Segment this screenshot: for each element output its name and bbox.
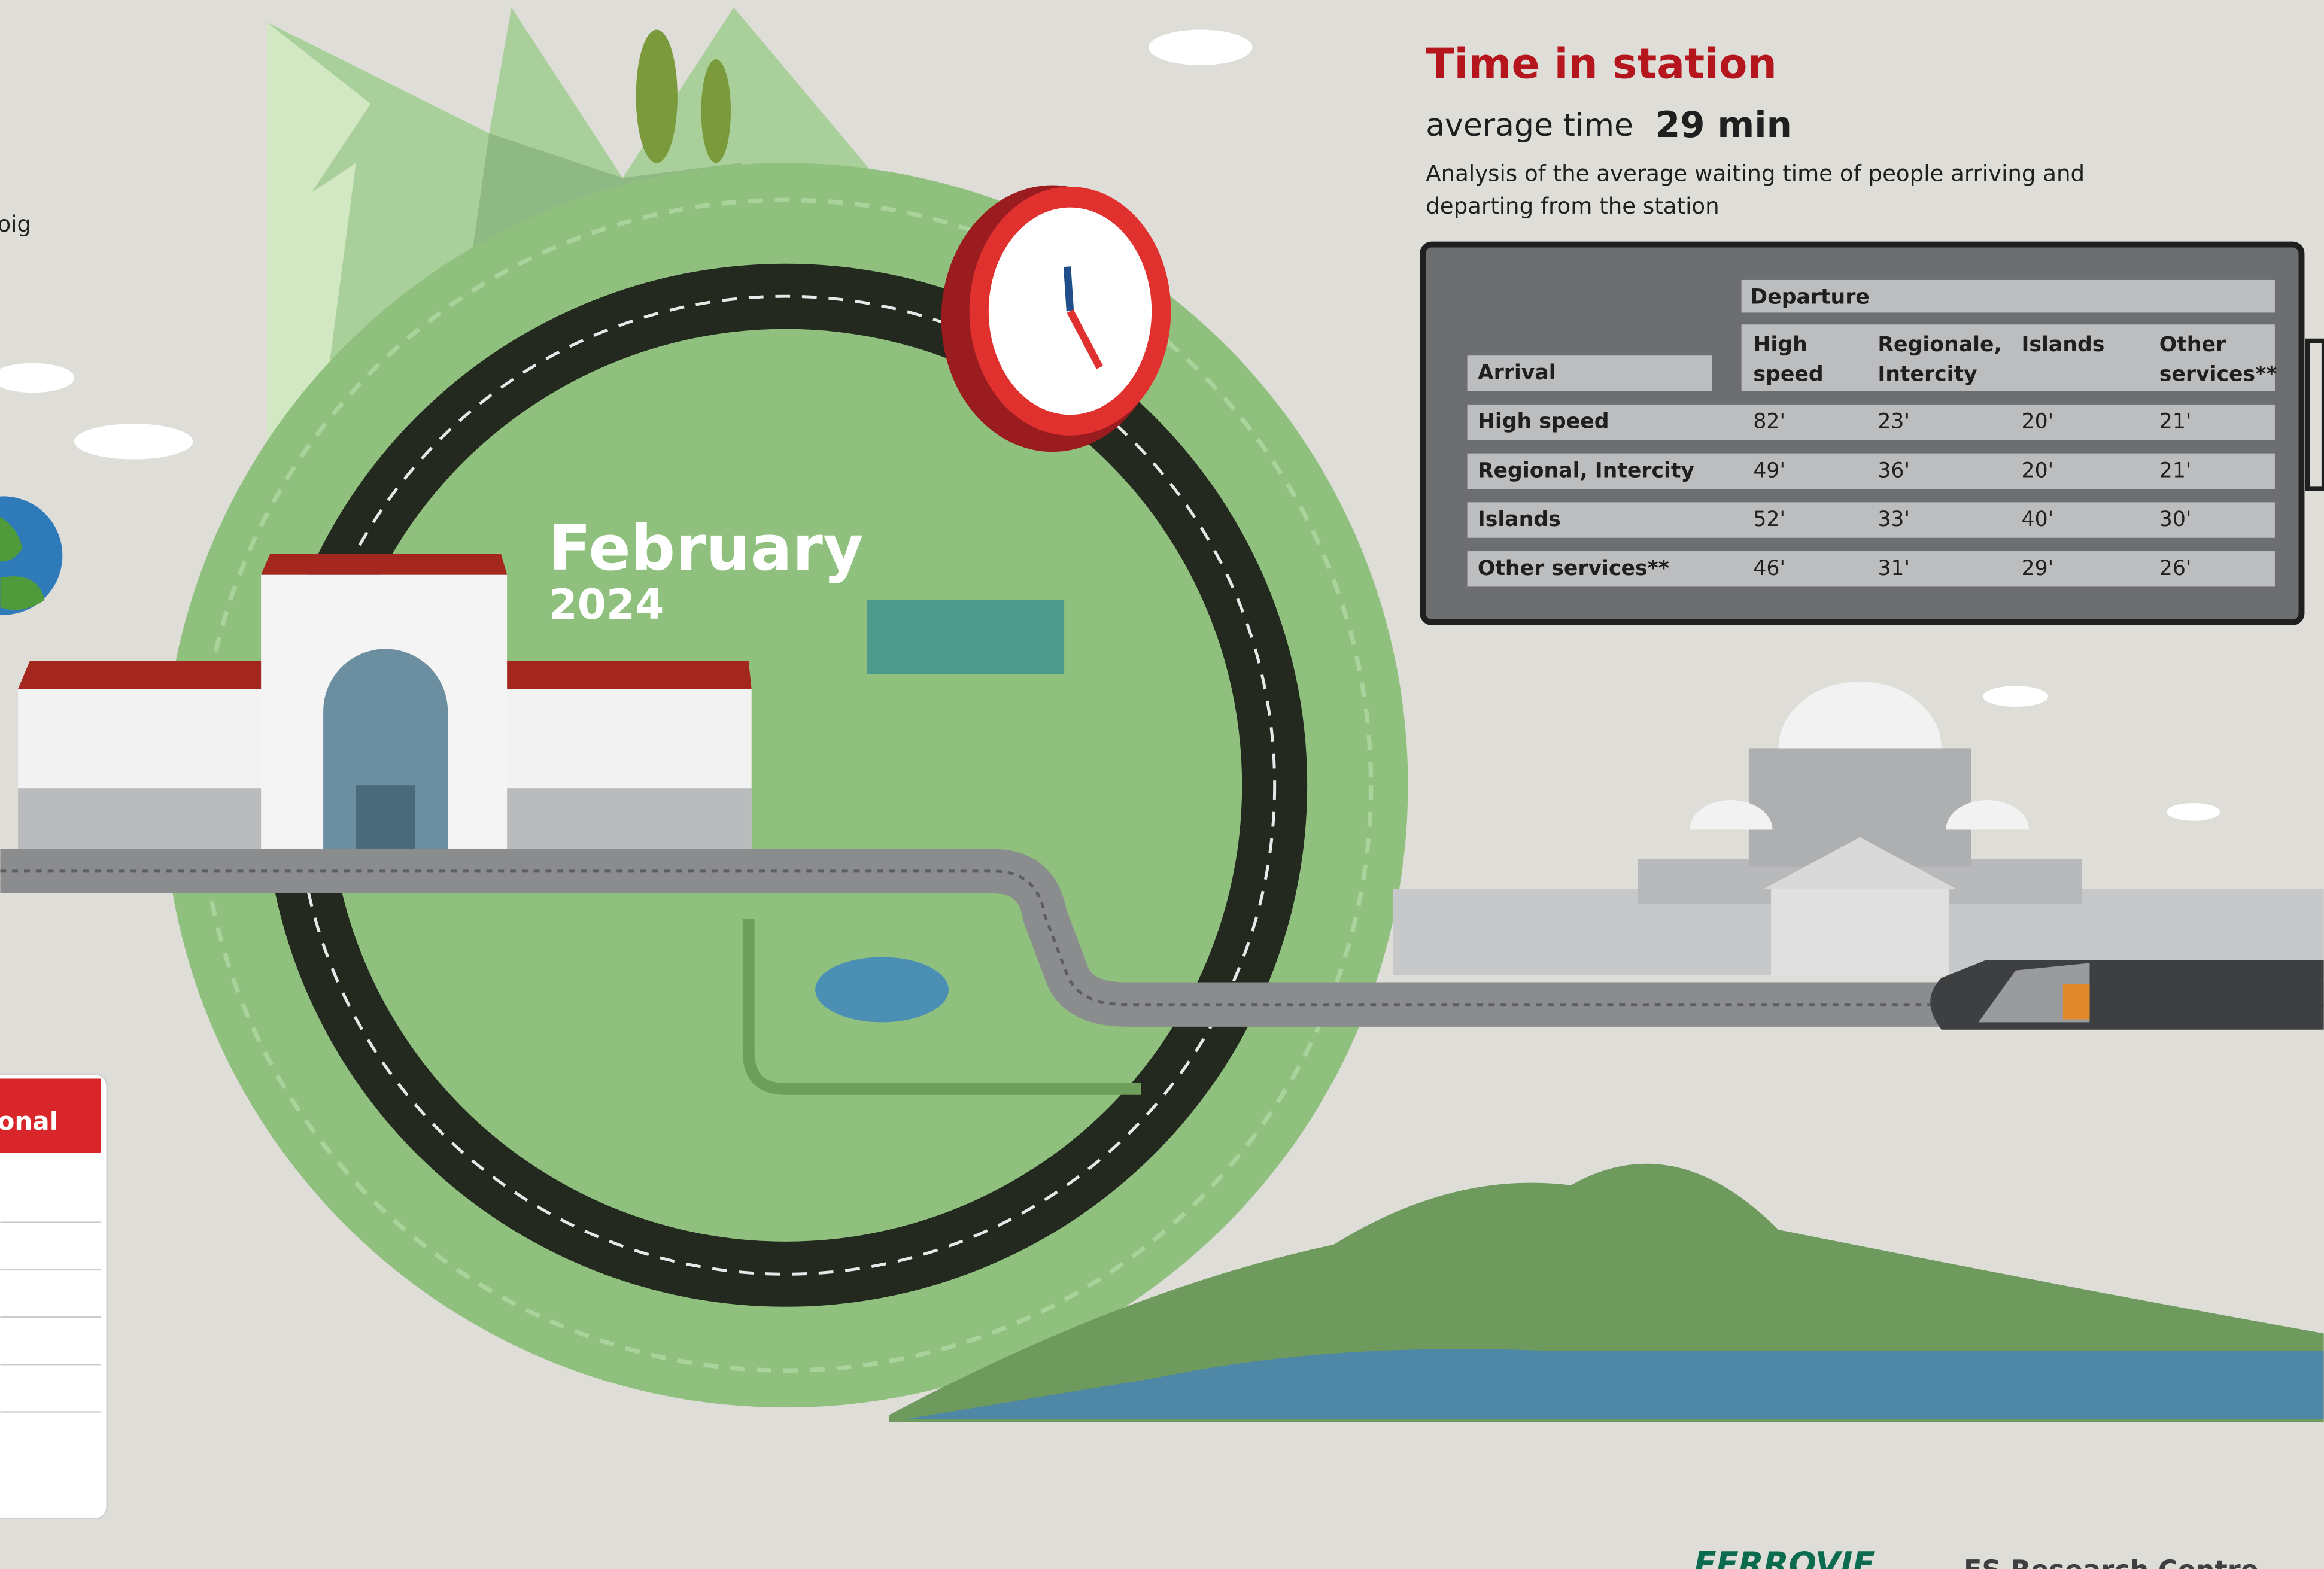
row-header: Arrival <box>1478 361 1556 385</box>
world-circle-shape <box>867 600 1064 674</box>
cell: 52' <box>1753 507 1785 531</box>
cell: 23' <box>1878 410 1910 434</box>
column-header: Other <box>2159 333 2226 357</box>
column-header: services** <box>2159 362 2277 386</box>
infographic: Time in station average time 29 min Anal… <box>0 0 2324 1569</box>
cell: 26' <box>2159 557 2192 580</box>
cell: 46' <box>1753 557 1785 580</box>
calendar <box>0 1074 107 1519</box>
cell: 20' <box>2022 458 2054 482</box>
cell: 82' <box>1753 410 1785 434</box>
cell: 21' <box>2159 458 2192 482</box>
world-circle-shape <box>815 957 949 1022</box>
month: February <box>548 512 863 585</box>
cell: 21' <box>2159 410 2192 434</box>
footer-text: FS Research Centre <box>1964 1555 2259 1569</box>
average-value: 29 min <box>1655 105 1792 146</box>
cell: 40' <box>2022 507 2054 531</box>
clouds-shape <box>1983 686 2048 707</box>
title: Time in station <box>1426 40 1777 88</box>
row-label: High speed <box>1478 410 1609 434</box>
text-fragment: onal <box>0 1106 58 1136</box>
clouds-shape <box>1149 30 1252 65</box>
row-label: Other services** <box>1478 557 1669 580</box>
column-header: Regionale, <box>1878 333 2001 357</box>
cell: 36' <box>1878 458 1910 482</box>
average-label: average time <box>1426 108 1633 144</box>
column-header: Islands <box>2022 333 2105 357</box>
clock-shape <box>1067 267 1070 311</box>
row-label: Islands <box>1478 507 1561 531</box>
cell: 20' <box>2022 410 2054 434</box>
description: departing from the station <box>1426 193 1719 219</box>
cell: 29' <box>2022 557 2054 580</box>
column-header: High <box>1753 333 1807 357</box>
palace-shape <box>1771 889 1949 975</box>
train-shape <box>2063 984 2090 1019</box>
row-bar <box>1468 502 2275 537</box>
logo: FERROVIE <box>1694 1544 1875 1569</box>
clouds-shape <box>2167 803 2220 821</box>
cell: 31' <box>1878 557 1910 580</box>
cell: 30' <box>2159 507 2192 531</box>
description: Analysis of the average waiting time of … <box>1426 161 2085 187</box>
year: 2024 <box>548 581 664 629</box>
group-header: Departure <box>1750 285 1869 309</box>
cell: 49' <box>1753 458 1785 482</box>
row-label: Regional, Intercity <box>1478 458 1694 482</box>
trees-top-shape <box>636 30 678 163</box>
cell: 33' <box>1878 507 1910 531</box>
column-header: Intercity <box>1878 362 1977 386</box>
train <box>1930 960 2323 1029</box>
trees-top-shape <box>701 59 731 163</box>
station-shape <box>261 554 507 575</box>
column-header: speed <box>1753 362 1823 386</box>
station-shape <box>356 785 415 852</box>
clouds-shape <box>74 424 193 459</box>
text-fragment: oig <box>0 211 31 237</box>
